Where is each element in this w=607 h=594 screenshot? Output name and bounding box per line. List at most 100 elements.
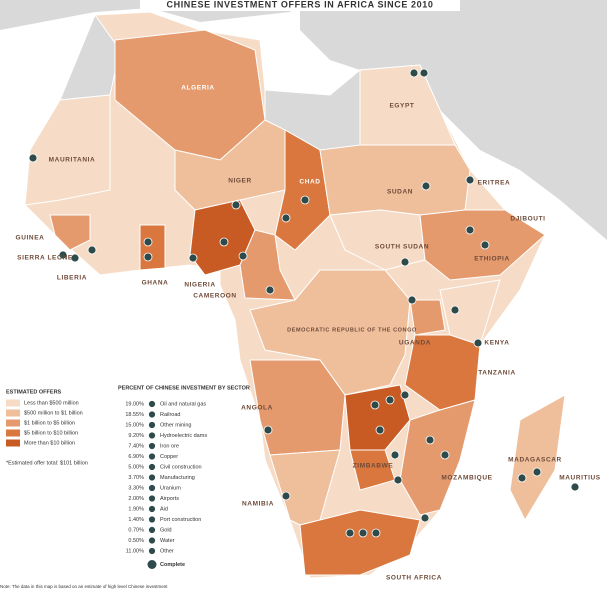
legend-swatch xyxy=(6,419,20,427)
country-label: GHANA xyxy=(142,280,169,287)
sector-percent: 0.50% xyxy=(128,538,144,544)
country-label: CAMEROON xyxy=(193,293,236,300)
country-label: ERITREA xyxy=(478,180,511,187)
complete-label: Complete xyxy=(160,562,185,568)
guinea xyxy=(49,214,91,251)
country-label: SOUTH AFRICA xyxy=(386,575,442,582)
sector-legend: 19.00% Oil and natural gas 18.55% Railroad 1… xyxy=(125,400,207,569)
sector-label: Port construction xyxy=(160,517,201,523)
mozambique xyxy=(399,399,476,516)
sector-label: Aid xyxy=(160,506,168,512)
country-label: LIBERIA xyxy=(57,275,87,282)
legend-label: Less than $500 million xyxy=(24,400,79,406)
uganda xyxy=(409,299,446,336)
sector-percent: 1.90% xyxy=(128,506,144,512)
sector-icon xyxy=(148,442,156,450)
madagascar xyxy=(509,394,566,522)
country-label: TANZANIA xyxy=(478,370,516,377)
offers-legend: Less than $500 million $500 million to $1… xyxy=(6,399,83,447)
note: Note: The data in this map is based on a… xyxy=(0,584,168,589)
legend-swatch xyxy=(6,439,20,447)
sector-percent: 11.00% xyxy=(126,548,144,554)
sector-icon xyxy=(148,515,156,524)
country-label: SUDAN xyxy=(387,189,413,196)
country-label: MAURITANIA xyxy=(49,157,96,164)
sector-percent: 19.00% xyxy=(125,401,144,407)
sector-icon xyxy=(148,494,156,503)
sector-percent: 5.00% xyxy=(128,464,144,470)
country-label: DJIBOUTI xyxy=(510,216,545,223)
ghana xyxy=(139,224,166,271)
sector-icon xyxy=(148,400,156,408)
sector-label: Iron ore xyxy=(160,443,179,449)
sector-percent: 9.20% xyxy=(128,433,144,439)
cameroon xyxy=(239,229,296,301)
complete-icon xyxy=(147,560,157,569)
sector-icon xyxy=(148,484,156,492)
sector-percent: 2.00% xyxy=(128,496,144,502)
sector-label: Civil construction xyxy=(160,464,202,470)
country-label: MADAGASCAR xyxy=(508,457,562,464)
sector-icon xyxy=(148,463,156,471)
country-label: EGYPT xyxy=(389,103,414,110)
sector-percent: 7.40% xyxy=(128,443,144,449)
mauritania xyxy=(24,94,111,206)
country-label: MOZAMBIQUE xyxy=(441,475,492,482)
legend-label: More than $10 billion xyxy=(24,440,75,446)
country-label: ANGOLA xyxy=(241,405,273,412)
sector-icon xyxy=(148,547,156,555)
sector-percent: 18.55% xyxy=(125,412,144,418)
sector-label: Manufacturing xyxy=(160,475,195,481)
sector-label: Airports xyxy=(160,496,179,502)
country-label: SOUTH SUDAN xyxy=(375,244,429,251)
investment-icons xyxy=(28,68,580,538)
sector-label: Hydroelectric dams xyxy=(160,433,207,439)
country-label: GUINEA xyxy=(16,235,45,242)
legend-box xyxy=(0,378,222,584)
legend-swatch xyxy=(6,409,20,417)
south-africa xyxy=(299,509,421,576)
country-label: KENYA xyxy=(484,340,509,347)
egypt xyxy=(359,64,456,146)
sector-icon xyxy=(148,452,156,461)
country-label: ALGERIA xyxy=(181,85,214,92)
legend-title: ESTIMATED OFFERS xyxy=(6,389,62,395)
country-label: ETHIOPIA xyxy=(474,256,510,263)
sector-icon xyxy=(148,526,156,534)
sector-percent: 0.70% xyxy=(128,527,144,533)
country-label: UGANDA xyxy=(399,340,431,347)
sector-icon xyxy=(148,421,156,429)
sector-label: Gold xyxy=(160,527,172,533)
country-label: NIGERIA xyxy=(184,282,215,289)
sudan xyxy=(319,144,471,216)
sector-label: Railroad xyxy=(160,412,180,418)
sector-percent: 1.40% xyxy=(128,517,144,523)
sector-label: Uranium xyxy=(160,485,181,491)
legend-footnote: *Estimated offer total: $101 billion xyxy=(6,460,88,466)
legend-label: $1 billion to $5 billion xyxy=(24,420,75,426)
legend-swatch xyxy=(6,429,20,437)
title-bg xyxy=(140,0,460,11)
sector-label: Oil and natural gas xyxy=(160,401,206,407)
country-label: CHAD xyxy=(299,179,320,186)
sector-icon xyxy=(148,536,156,545)
country-label: NIGER xyxy=(228,178,252,185)
country-label: NAMIBIA xyxy=(242,501,274,508)
sector-percent: 3.70% xyxy=(128,475,144,481)
country-label: SIERRA LEONE xyxy=(17,255,73,262)
legend-label: $5 billion to $10 billion xyxy=(24,430,78,436)
sector-legend-title: PERCENT OF CHINESE INVESTMENT BY SECTOR xyxy=(118,385,250,391)
sector-icon xyxy=(148,431,156,440)
sector-icon xyxy=(148,410,156,419)
sector-label: Copper xyxy=(160,454,178,460)
map-title: CHINESE INVESTMENT OFFERS IN AFRICA SINC… xyxy=(167,0,434,9)
country-labels: ALGERIA EGYPT MAURITANIA NIGER CHAD SUDA… xyxy=(16,85,601,582)
sector-percent: 3.30% xyxy=(128,485,144,491)
land-asia xyxy=(300,0,607,240)
sector-label: Other xyxy=(160,548,174,554)
country-label: DEMOCRATIC REPUBLIC OF THE CONGO xyxy=(287,327,417,333)
sector-icon xyxy=(148,505,156,513)
legend-swatch xyxy=(6,399,20,407)
